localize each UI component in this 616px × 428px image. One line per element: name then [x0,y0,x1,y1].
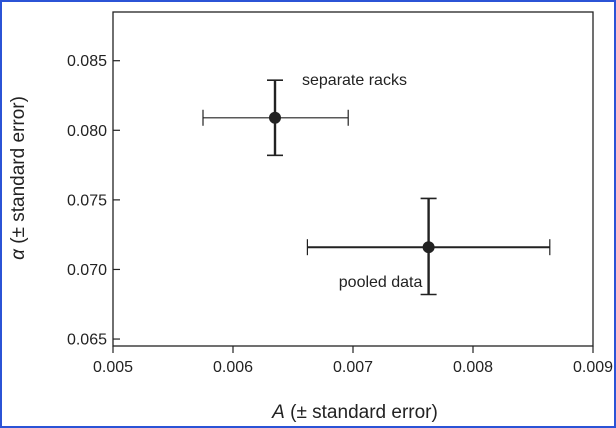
y-tick-label: 0.085 [67,53,107,70]
y-tick-label: 0.080 [67,123,107,140]
y-axis: 0.065 0.070 0.075 0.080 0.085 [67,53,120,349]
data-marks: separate racks pooled data [202,72,551,296]
y-axis-title: α (± standard error) [8,96,29,260]
x-tick-label: 0.008 [453,359,493,376]
x-axis-title: A (± standard error) [271,402,438,423]
y-tick-label: 0.070 [67,262,107,279]
x-axis: 0.005 0.006 0.007 0.008 0.009 [93,346,613,376]
x-tick-label: 0.005 [93,359,133,376]
data-point-pooled-data [422,241,435,254]
annotation-pooled-data: pooled data [339,274,423,291]
data-point-separate-racks [269,111,281,124]
x-tick-label: 0.007 [333,359,373,376]
x-tick-label: 0.009 [573,359,613,376]
annotation-separate-racks: separate racks [302,72,407,89]
y-tick-label: 0.075 [67,192,107,209]
y-tick-label: 0.065 [67,332,107,349]
x-tick-label: 0.006 [213,359,253,376]
plot-area [112,11,594,347]
